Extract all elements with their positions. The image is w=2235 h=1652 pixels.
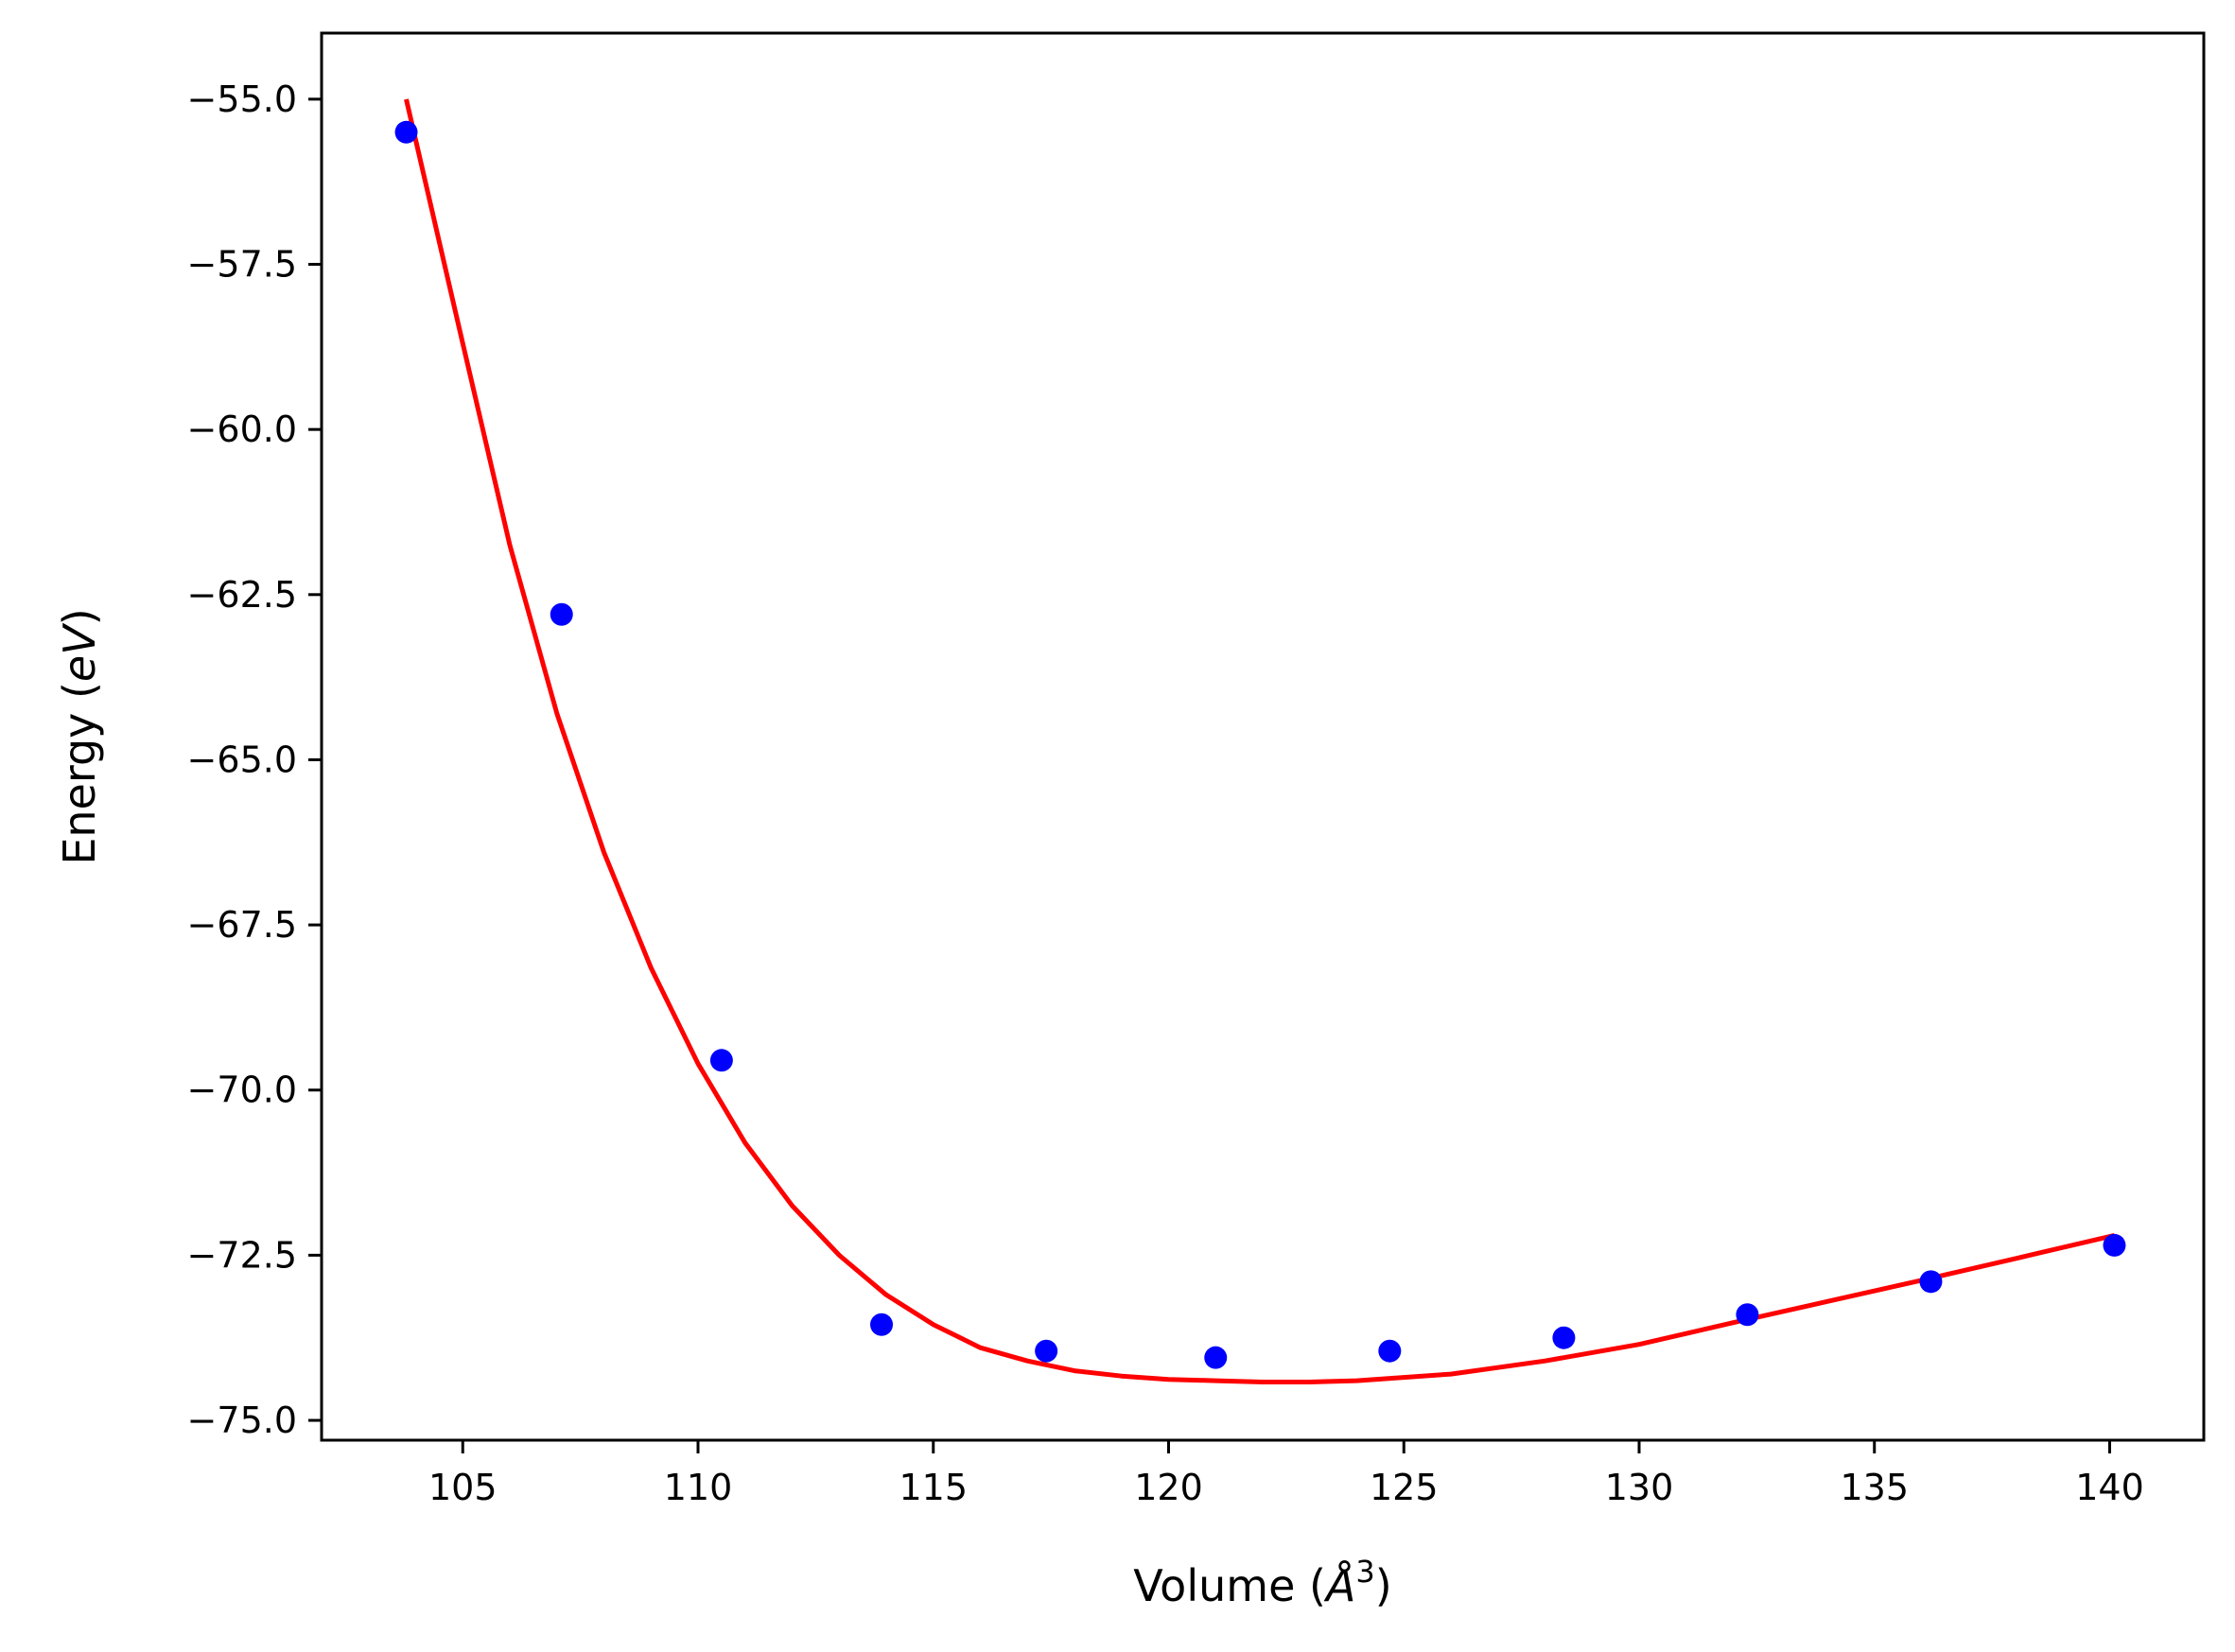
data-point	[870, 1313, 894, 1336]
y-axis-label: Energy (eV)	[54, 608, 105, 864]
x-tick-label: 110	[664, 1467, 733, 1508]
fit-curve-layer	[404, 98, 2116, 1384]
y-axis-label-close: )	[54, 608, 105, 625]
y-tick-label: −75.0	[187, 1400, 297, 1441]
plot-area-frame	[320, 31, 2206, 1442]
x-tick-label: 105	[428, 1467, 498, 1508]
y-axis-label-text: Energy (	[54, 682, 105, 865]
y-tick-label: −62.5	[187, 574, 297, 616]
data-point	[1552, 1326, 1576, 1349]
y-axis-ticks: −55.0 −57.5 −60.0 −62.5 −65.0 −67.5 −70.0 −72.5…	[187, 78, 322, 1441]
x-tick-label: 135	[1840, 1467, 1909, 1508]
data-point	[1378, 1339, 1402, 1363]
data-point	[1736, 1303, 1759, 1327]
x-tick-label: 125	[1370, 1467, 1439, 1508]
y-tick-label: −67.5	[187, 904, 297, 946]
x-axis-label-sup: 3	[1355, 1554, 1374, 1590]
x-tick-label: 120	[1134, 1467, 1203, 1508]
x-axis-label: Volume (Å3)	[1133, 1554, 1391, 1611]
x-axis-label-text: Volume (	[1133, 1560, 1326, 1611]
y-tick-label: −65.0	[187, 739, 297, 780]
data-point	[1035, 1339, 1058, 1363]
data-point	[1204, 1346, 1228, 1369]
x-axis-label-var: Å	[1323, 1560, 1355, 1611]
y-tick-label: −57.5	[187, 244, 297, 286]
fit-curve	[404, 98, 2116, 1384]
data-point	[2103, 1233, 2126, 1257]
y-axis-label-var: eV	[54, 622, 105, 682]
data-points-layer	[394, 120, 2126, 1369]
x-tick-label: 140	[2075, 1467, 2144, 1508]
data-point	[550, 602, 573, 626]
data-point	[394, 120, 418, 144]
x-axis-ticks: 105 110 115 120 125 130 135 140	[428, 1440, 2144, 1508]
x-tick-label: 130	[1605, 1467, 1674, 1508]
x-tick-label: 115	[899, 1467, 968, 1508]
x-axis-label-close: )	[1375, 1560, 1392, 1611]
y-tick-label: −70.0	[187, 1069, 297, 1111]
y-tick-label: −60.0	[187, 409, 297, 450]
y-tick-label: −72.5	[187, 1234, 297, 1276]
data-point	[1919, 1270, 1943, 1294]
y-tick-label: −55.0	[187, 78, 297, 120]
data-point	[709, 1049, 733, 1072]
